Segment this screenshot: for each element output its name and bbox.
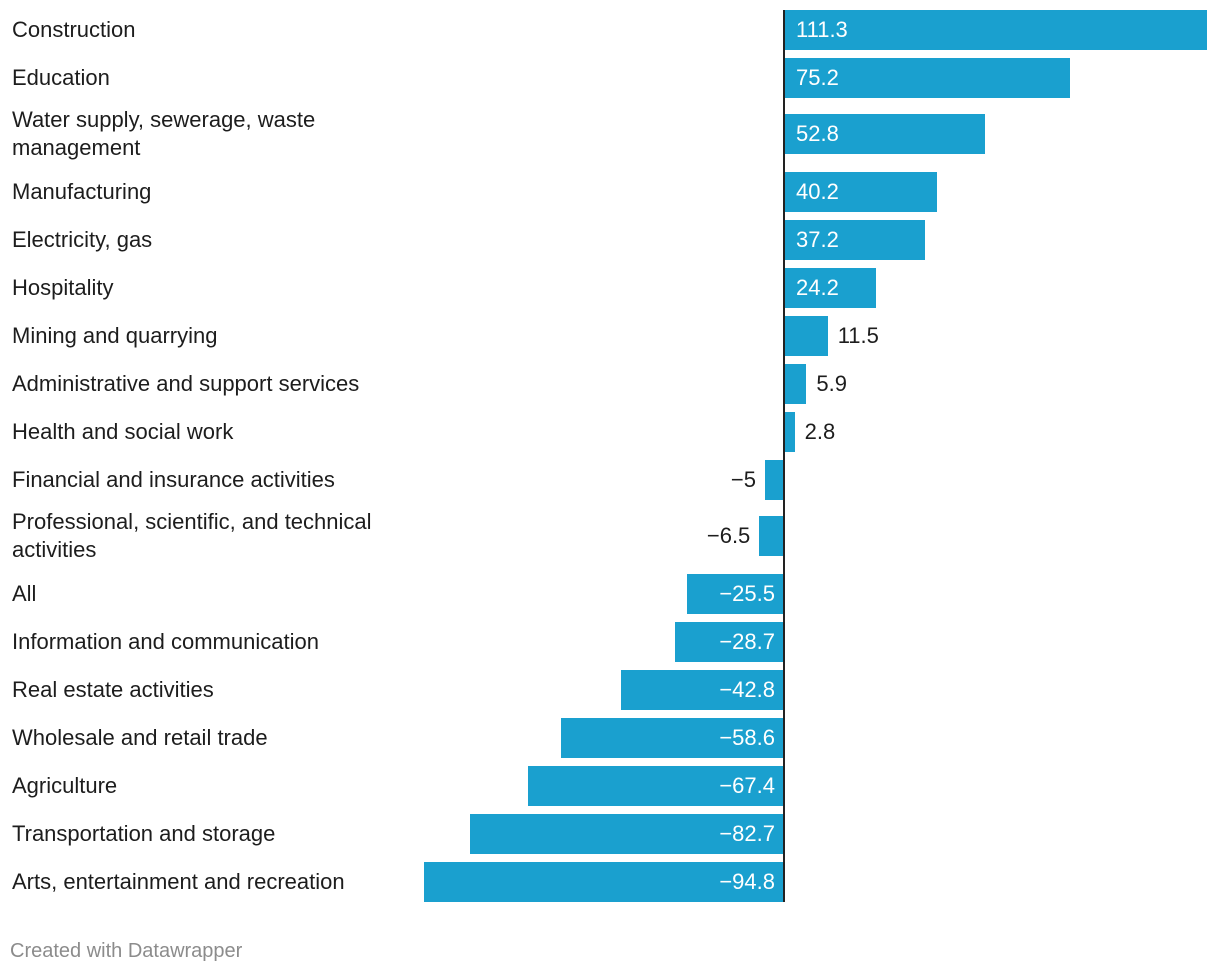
bar bbox=[423, 862, 784, 902]
value-label: −6.5 bbox=[706, 523, 751, 548]
value-label: 11.5 bbox=[837, 323, 879, 348]
value-label: −67.4 bbox=[719, 773, 775, 798]
category-label: All bbox=[12, 581, 37, 606]
bar bbox=[527, 766, 784, 806]
value-label: −5 bbox=[730, 467, 756, 492]
category-label: Construction bbox=[12, 17, 136, 42]
value-label: −42.8 bbox=[719, 677, 775, 702]
value-label: 40.2 bbox=[796, 179, 839, 204]
value-label: 2.8 bbox=[804, 419, 836, 444]
bar bbox=[561, 718, 784, 758]
value-label: 111.3 bbox=[796, 17, 848, 42]
category-label: Information and communication bbox=[12, 629, 319, 654]
value-label: −58.6 bbox=[719, 725, 775, 750]
bar bbox=[784, 412, 795, 452]
bar bbox=[764, 460, 784, 500]
category-label: Mining and quarrying bbox=[12, 323, 218, 348]
category-label: Professional, scientific, and technical … bbox=[12, 509, 372, 562]
value-label: −28.7 bbox=[719, 629, 775, 654]
value-label: −94.8 bbox=[719, 869, 775, 894]
category-label: Education bbox=[12, 65, 110, 90]
value-label: 5.9 bbox=[816, 371, 848, 396]
bar bbox=[469, 814, 784, 854]
value-label: −25.5 bbox=[719, 581, 775, 606]
category-label: Health and social work bbox=[12, 419, 234, 444]
bar bbox=[784, 220, 926, 260]
value-label: −82.7 bbox=[719, 821, 775, 846]
category-label: Manufacturing bbox=[12, 179, 152, 204]
category-label: Transportation and storage bbox=[12, 821, 276, 846]
value-label: 75.2 bbox=[796, 65, 839, 90]
category-label: Administrative and support services bbox=[12, 371, 360, 396]
category-label: Arts, entertainment and recreation bbox=[12, 869, 345, 894]
value-label: 37.2 bbox=[796, 227, 839, 252]
bar bbox=[621, 670, 784, 710]
bar bbox=[759, 516, 784, 556]
category-label: Real estate activities bbox=[12, 677, 214, 702]
category-label: Financial and insurance activities bbox=[12, 467, 335, 492]
bar bbox=[784, 316, 828, 356]
bar bbox=[674, 622, 784, 662]
category-label: Wholesale and retail trade bbox=[12, 725, 268, 750]
bar bbox=[784, 58, 1070, 98]
category-label: Agriculture bbox=[12, 773, 118, 798]
bar bbox=[784, 114, 985, 154]
category-label: Water supply, sewerage, waste management bbox=[12, 107, 316, 160]
bar bbox=[784, 364, 807, 404]
bar bbox=[784, 172, 937, 212]
value-label: 24.2 bbox=[796, 275, 839, 300]
bar bbox=[687, 574, 784, 614]
category-label: Electricity, gas bbox=[12, 227, 153, 252]
value-label: 52.8 bbox=[796, 121, 839, 146]
bar bbox=[784, 10, 1207, 50]
category-label: Hospitality bbox=[12, 275, 114, 300]
bar bbox=[784, 268, 876, 308]
zero-baseline bbox=[783, 10, 785, 902]
credit-text: Created with Datawrapper bbox=[10, 940, 243, 962]
